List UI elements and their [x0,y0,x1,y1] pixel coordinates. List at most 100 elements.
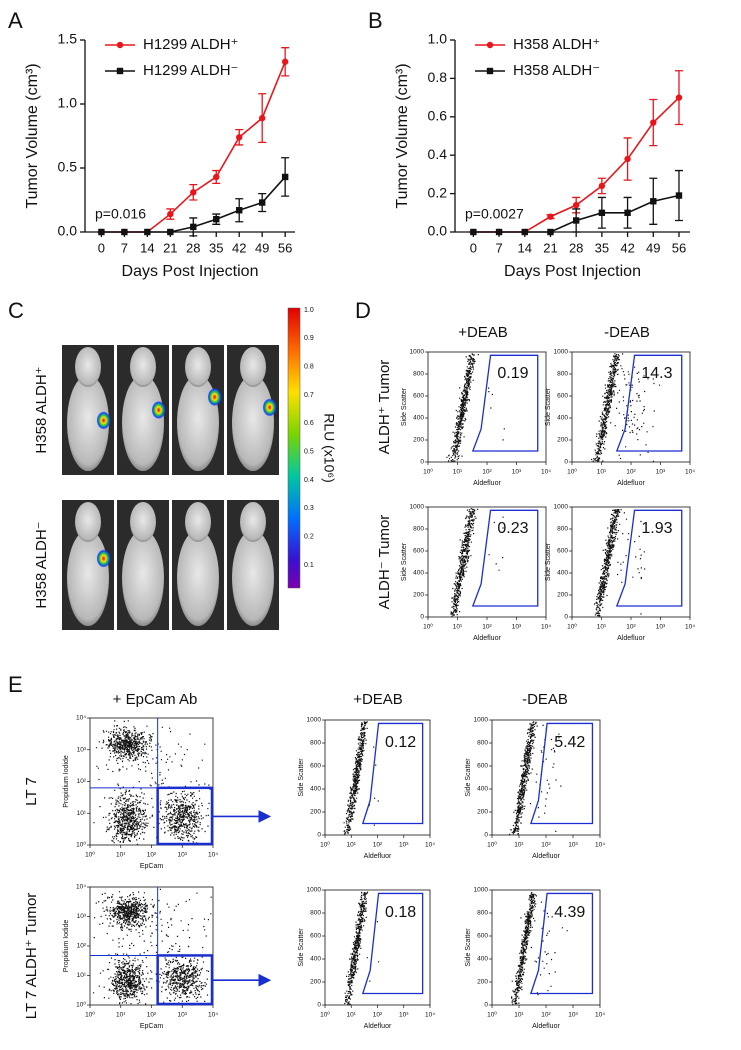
x-tick-label: 35 [209,240,223,255]
gate [471,354,539,452]
x-tick-label: 10² [541,842,551,849]
signal [262,398,277,417]
x-tick-label: 10⁰ [487,841,497,849]
y-tick-label: 600 [310,763,321,770]
colorbar-tick-label: 0.8 [304,364,314,371]
data-point [572,201,580,209]
x-axis-label: Aldefluor [364,1023,392,1030]
x-tick-label: 10² [541,1012,551,1019]
mouse-image [172,345,224,475]
mouse-head [185,502,211,542]
mouse-head [240,502,266,542]
x-tick-label: 0 [470,240,477,255]
x-tick-label: 49 [255,240,269,255]
gate [156,954,214,1006]
mouse-image [227,345,279,475]
colorbar-tick-label: 0.5 [304,449,314,456]
data-point [190,223,197,231]
x-tick-label: 10⁴ [595,1012,605,1019]
y-tick-label: 0 [484,1002,488,1009]
legend-label: H358 ALDH⁺ [513,36,600,53]
x-tick-label: 10⁴ [595,842,605,849]
data-point [281,173,289,181]
data-point [675,192,683,199]
y-tick-label: 1000 [474,717,489,724]
y-tick-label: 200 [413,592,424,599]
data-point [572,217,580,224]
y-tick-label: 0.6 [428,108,448,124]
y-tick-label: 600 [557,548,568,555]
x-tick-label: 10⁴ [208,852,218,859]
events [591,353,661,462]
data-point [213,216,220,223]
x-tick-label: 10³ [512,624,522,631]
data-point [547,228,554,236]
x-axis-label: Aldefluor [617,635,645,642]
x-axis-label: Aldefluor [532,1023,560,1030]
data-point [258,199,266,206]
data-point [258,114,266,122]
x-tick-label: 10³ [512,469,522,476]
mouse-head [75,347,101,387]
y-tick-label: 10⁴ [76,884,86,891]
y-tick-label: 0.0 [428,223,448,239]
y-tick-label: 10¹ [77,810,87,817]
x-tick-label: 10⁰ [567,623,577,631]
y-tick-label: 1000 [554,504,569,511]
y-tick-label: 400 [477,956,488,963]
legend-label: H1299 ALDH⁺ [143,36,238,53]
y-tick-label: 400 [413,570,424,577]
data-point [167,210,174,218]
row-label: ALDH⁻ Tumor [376,515,393,610]
signal [96,411,111,430]
colorbar-tick-label: 0.6 [304,420,314,427]
gate [529,892,594,995]
x-tick-label: 21 [543,240,557,255]
x-tick-label: 10² [373,1012,383,1019]
x-tick-label: 10⁰ [320,841,330,849]
y-tick-label: 1000 [410,349,425,356]
column-title: -DEAB [522,691,568,708]
y-tick-label: 1000 [410,504,425,511]
x-tick-label: 56 [278,240,292,255]
data-point [281,58,289,65]
x-tick-label: 10² [482,624,492,631]
gate [615,354,683,452]
colorbar-tick-label: 0.1 [304,562,314,569]
events [92,888,212,1005]
y-tick-label: 800 [310,910,321,917]
y-axis-label: Side Scatter [401,542,408,581]
y-axis-label: Side Scatter [298,928,305,967]
x-tick-label: 10³ [399,1012,409,1019]
x-tick-label: 10⁴ [425,1012,435,1019]
x-axis-label: Aldefluor [473,635,501,642]
data-point [598,182,606,190]
x-tick-label: 10¹ [514,1012,524,1019]
gate [156,786,214,846]
y-tick-label: 0.4 [428,146,448,162]
y-tick-label: 1.0 [428,31,448,47]
x-axis-label: Aldefluor [532,853,560,860]
data-point [675,94,683,101]
y-tick-label: 10⁰ [76,841,86,849]
x-tick-label: 42 [620,240,634,255]
x-tick-label: 0 [98,240,105,255]
x-tick-label: 10¹ [597,624,607,631]
y-tick-label: 0.5 [58,159,78,175]
mouse-head [185,347,211,387]
y-axis-label: Propidium Iodide [63,755,70,808]
row-label: H358 ALDH⁻ [33,521,50,608]
mouse-head [75,502,101,542]
x-tick-label: 10⁰ [487,1011,497,1019]
x-tick-label: 10³ [568,842,578,849]
y-axis-label: Propidium Iodide [63,920,70,973]
events [446,353,505,462]
y-tick-label: 0 [317,1002,321,1009]
x-axis-label: Days Post Injection [122,263,259,280]
mouse-image [117,500,169,630]
y-axis-label: Tumor Volume (cm³) [394,63,411,208]
gate [471,509,539,607]
mouse-image [117,345,169,475]
y-tick-label: 600 [477,933,488,940]
